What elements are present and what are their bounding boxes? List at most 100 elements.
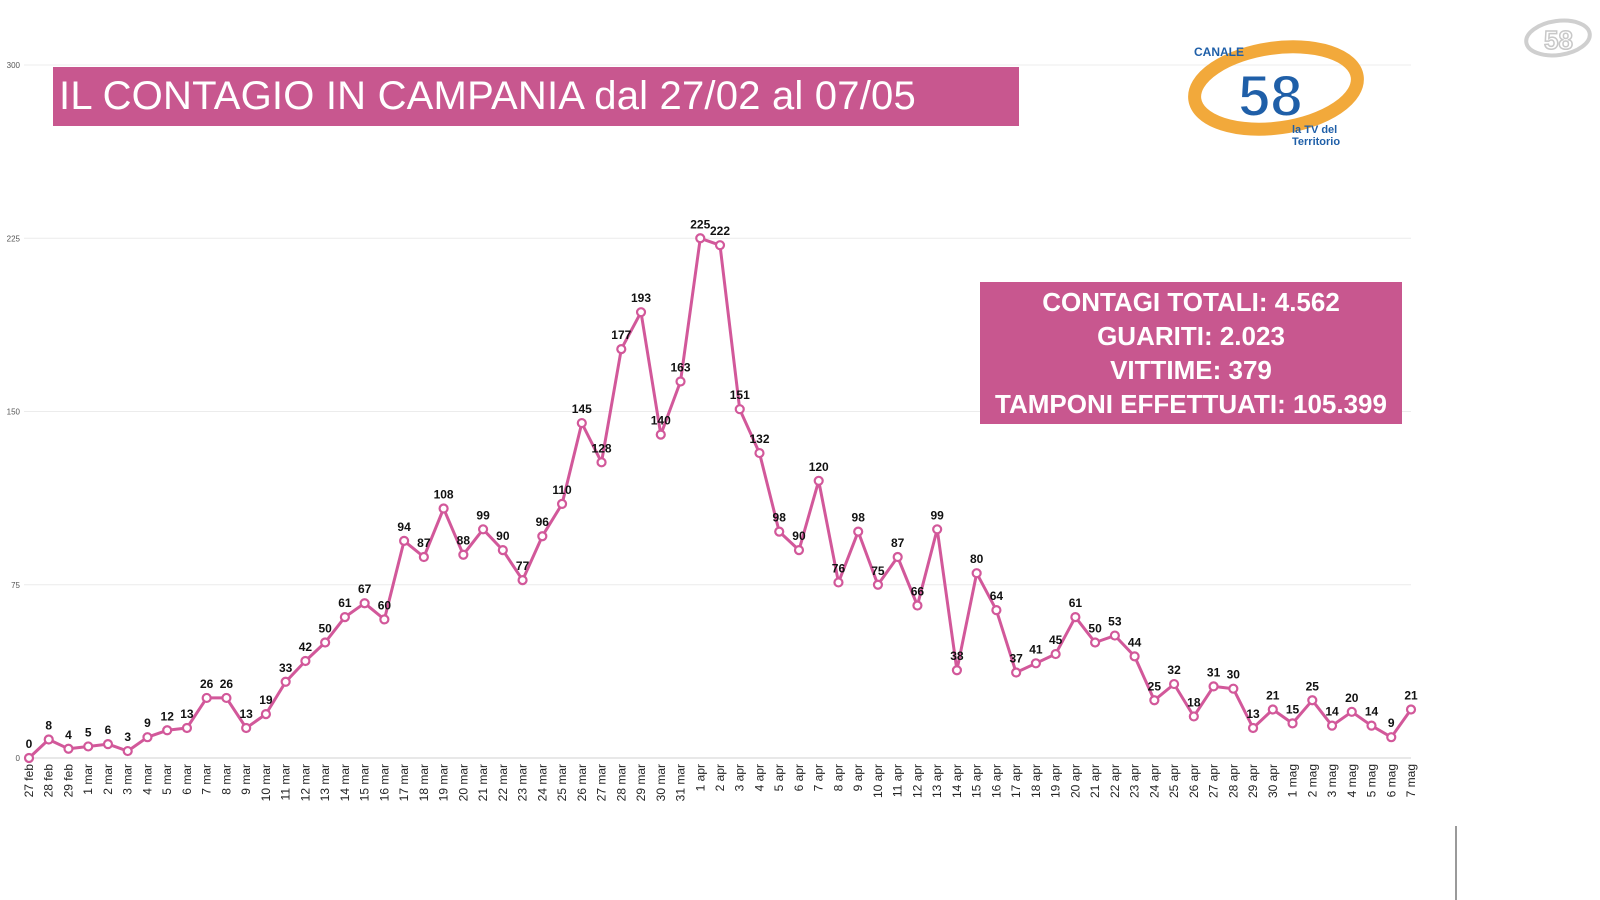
data-point — [241, 722, 252, 734]
logo-canale-text: CANALE — [1194, 45, 1244, 59]
data-label: 96 — [536, 515, 550, 529]
data-point — [1366, 720, 1377, 731]
x-tick-label: 23 mar — [516, 764, 530, 801]
data-label: 77 — [516, 559, 530, 573]
x-tick-label: 3 mar — [121, 764, 135, 795]
x-axis-ticks: 27 feb 28 feb 29 feb 1 mar 2 mar 3 mar 4 mar 5 … — [22, 764, 1418, 802]
data-point — [912, 600, 923, 611]
data-point — [260, 709, 272, 720]
logo-tagline-2: Territorio — [1292, 136, 1340, 148]
x-tick-label: 26 mar — [575, 764, 589, 801]
data-label: 14 — [1325, 705, 1339, 719]
data-point — [596, 457, 607, 468]
x-tick-label: 21 mar — [476, 764, 490, 801]
data-point — [872, 579, 884, 590]
data-label: 25 — [1148, 679, 1162, 693]
data-label: 0 — [26, 737, 33, 751]
chart-title: IL CONTAGIO IN CAMPANIA dal 27/02 al 07/… — [53, 67, 1019, 126]
data-point — [181, 722, 193, 734]
data-point — [695, 233, 706, 244]
data-label: 38 — [950, 649, 964, 663]
x-tick-label: 9 mar — [239, 764, 253, 795]
x-tick-label: 1 apr — [693, 764, 707, 791]
x-tick-label: 24 apr — [1147, 764, 1161, 798]
x-tick-label: 22 mar — [496, 764, 510, 801]
data-point — [162, 725, 173, 736]
data-label: 90 — [496, 529, 510, 543]
data-point — [556, 498, 568, 509]
x-tick-label: 28 apr — [1226, 764, 1240, 798]
data-label: 193 — [631, 291, 651, 305]
x-tick-label: 18 apr — [1029, 764, 1043, 798]
x-tick-label: 20 mar — [456, 764, 470, 801]
data-label: 145 — [572, 402, 592, 416]
x-tick-label: 12 apr — [910, 764, 924, 798]
data-label: 108 — [434, 488, 454, 502]
data-point — [1129, 651, 1140, 662]
data-label: 14 — [1365, 705, 1379, 719]
data-points — [23, 233, 1417, 764]
data-point — [1149, 695, 1160, 706]
x-tick-label: 12 mar — [298, 764, 312, 801]
data-label: 64 — [990, 589, 1004, 603]
chart-gridlines — [24, 64, 1411, 759]
data-label: 128 — [592, 441, 612, 455]
data-label: 44 — [1128, 635, 1142, 649]
data-label: 41 — [1029, 642, 1043, 656]
data-point — [438, 503, 449, 514]
data-label: 4 — [65, 728, 72, 742]
data-label: 6 — [105, 723, 112, 737]
data-point — [379, 614, 390, 625]
data-point — [477, 524, 489, 535]
y-axis-ticks: 0 75 150 225 300 — [7, 61, 21, 763]
data-point — [635, 307, 647, 318]
data-point — [1267, 704, 1278, 715]
data-point — [537, 531, 548, 542]
corner-watermark-logo: 58 — [1524, 18, 1592, 58]
data-point — [1386, 732, 1397, 743]
data-point — [142, 732, 153, 743]
data-point — [399, 535, 410, 546]
data-point — [1188, 711, 1199, 722]
data-label: 80 — [970, 552, 984, 566]
x-tick-label: 10 apr — [871, 764, 885, 798]
data-label: 9 — [1388, 716, 1395, 730]
logo-tagline-1: la TV del — [1292, 124, 1337, 136]
data-point — [1050, 648, 1061, 660]
data-label: 222 — [710, 224, 730, 238]
data-point — [1247, 722, 1259, 734]
data-label: 99 — [476, 508, 490, 522]
data-point — [616, 344, 627, 355]
x-tick-label: 3 apr — [733, 764, 747, 791]
x-tick-label: 2 mar — [101, 764, 115, 795]
x-tick-label: 6 mag — [1384, 764, 1398, 797]
data-point — [280, 676, 291, 687]
x-tick-label: 5 mar — [160, 764, 174, 795]
data-label: 45 — [1049, 633, 1063, 647]
x-tick-label: 25 apr — [1167, 764, 1181, 798]
x-tick-label: 27 mar — [595, 764, 609, 801]
data-point — [853, 526, 864, 537]
x-tick-label: 8 mar — [219, 764, 233, 795]
data-label: 99 — [930, 508, 944, 522]
data-label: 87 — [891, 536, 905, 550]
divider-line — [1455, 826, 1457, 900]
data-label: 21 — [1404, 688, 1418, 702]
x-tick-label: 6 mar — [180, 764, 194, 795]
y-tick-label: 300 — [7, 61, 21, 70]
data-point — [1030, 658, 1041, 669]
data-point — [497, 544, 508, 556]
x-tick-label: 25 mar — [555, 764, 569, 801]
x-tick-label: 24 mar — [535, 764, 549, 801]
data-point — [951, 665, 963, 676]
data-point — [1287, 718, 1298, 729]
data-point — [1307, 695, 1318, 706]
data-point — [43, 734, 54, 745]
x-tick-label: 3 mag — [1325, 764, 1339, 797]
data-point — [1346, 706, 1357, 717]
data-label: 61 — [338, 596, 352, 610]
x-tick-label: 21 apr — [1088, 764, 1102, 798]
data-label: 9 — [144, 716, 151, 730]
data-point — [932, 524, 943, 535]
x-tick-label: 9 apr — [851, 764, 865, 791]
